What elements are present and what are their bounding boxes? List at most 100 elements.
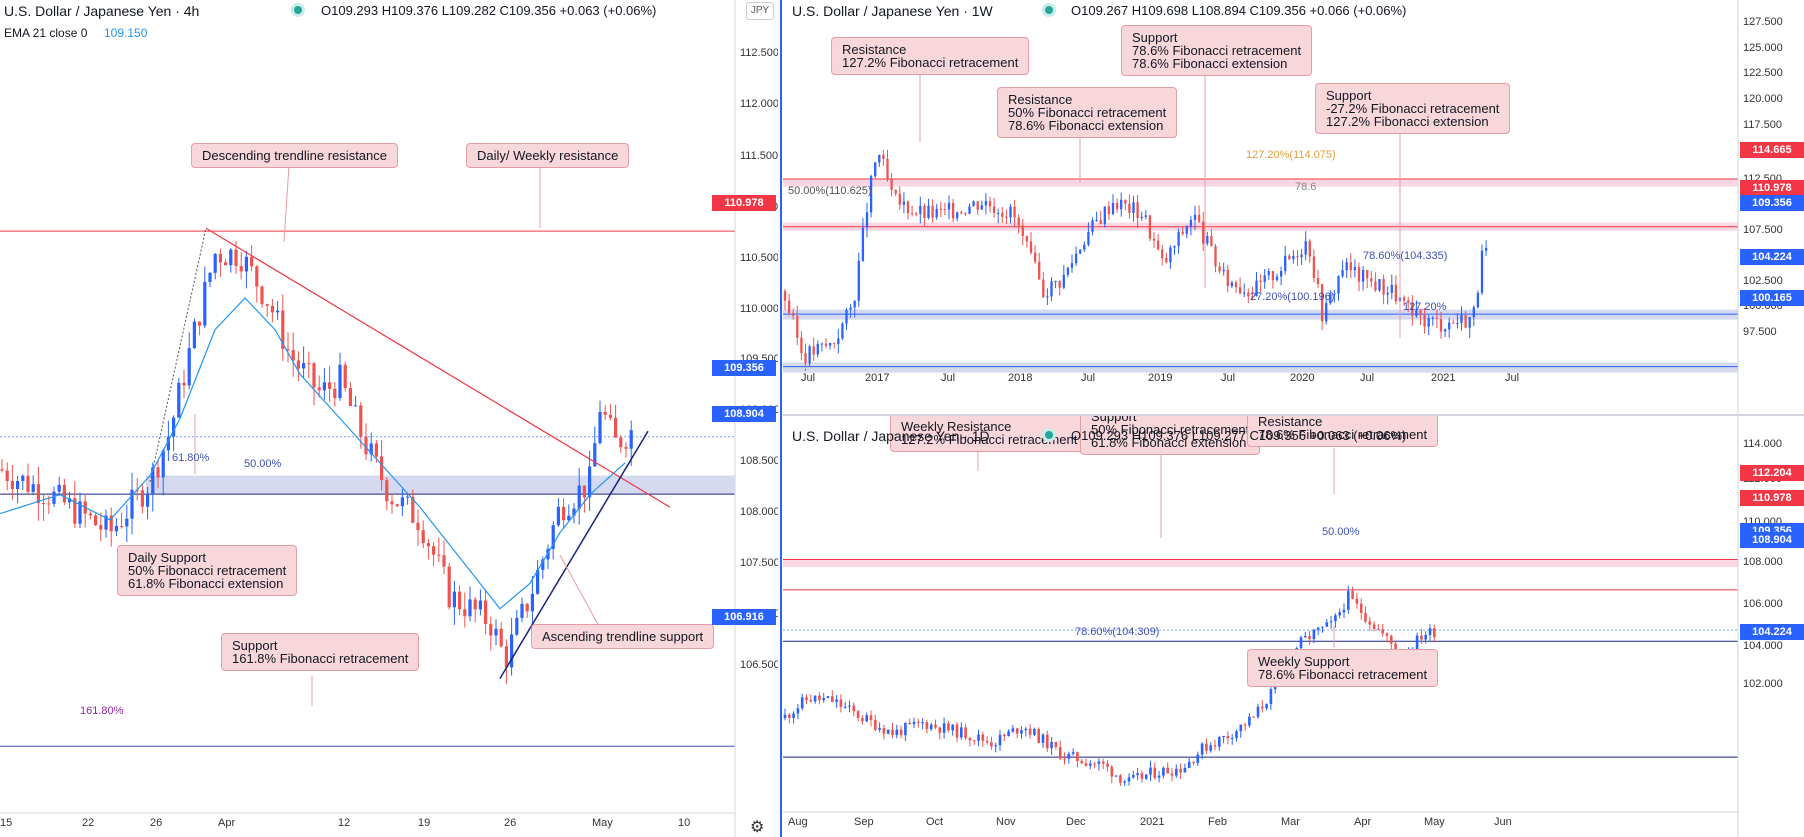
x-tick-label: Nov — [996, 816, 1016, 828]
chart-pane-1d[interactable]: 50.00% 78.60%(104.309) U.S. Dollar / Japa… — [783, 416, 1804, 837]
candle-body — [250, 256, 254, 267]
chart-pane-1w[interactable]: 127.20%(114.075) 50.00%(110.625) 78.6 78.60… — [783, 0, 1804, 414]
candle-body — [187, 348, 191, 386]
candle-body — [302, 363, 306, 369]
annotation-line: 78.6% Fibonacci extension — [1008, 118, 1164, 133]
candle-body — [878, 154, 881, 163]
candle-body — [947, 202, 951, 210]
candle-body — [1351, 591, 1354, 599]
candle-body — [1206, 236, 1209, 244]
x-tick-label: Jun — [1494, 816, 1512, 828]
annotation-line: 127.2% Fibonacci retracement — [842, 55, 1019, 70]
candle-body — [1028, 728, 1032, 735]
x-tick-label: 26 — [150, 817, 163, 829]
candle-body — [878, 728, 881, 730]
chart-pane-4h[interactable]: 61.80% 50.00% 161.80% U.S. Dollar / Japane… — [0, 0, 778, 837]
candle-body — [904, 722, 907, 736]
candle-body — [1411, 303, 1414, 316]
chart-title: U.S. Dollar / Japanese Yen · 4h — [4, 3, 200, 19]
candle-body — [1259, 280, 1262, 282]
resistance-zone — [783, 559, 1738, 568]
candle-body — [927, 205, 930, 219]
support-zone — [783, 309, 1738, 320]
candle-body — [1161, 249, 1164, 258]
candle-body — [1007, 731, 1010, 737]
x-tick-label: 2017 — [865, 372, 890, 384]
annotation-callout: Ascending trendline support — [531, 624, 715, 649]
jpy-button[interactable]: JPY — [746, 2, 774, 20]
x-tick-label: Aug — [788, 816, 808, 828]
candle-body — [260, 286, 264, 305]
candle-body — [1424, 635, 1427, 640]
candle-body — [1080, 761, 1083, 764]
candle-body — [1114, 775, 1118, 777]
candle-body — [848, 705, 851, 707]
candle-body — [1361, 270, 1365, 282]
candle-body — [426, 543, 430, 547]
candle-body — [1261, 706, 1264, 709]
candle-body — [130, 489, 134, 519]
x-tick-label: Jul — [1360, 372, 1375, 384]
annotation-line: 127.2% Fibonacci retracement — [901, 432, 1078, 447]
candle-body — [1089, 763, 1092, 766]
candle-body — [114, 526, 118, 532]
annotation-line: 61.8% Fibonacci extension — [1091, 435, 1247, 450]
candle-body — [385, 480, 389, 502]
x-tick-label: Dec — [1066, 816, 1086, 828]
candle-body — [1197, 214, 1201, 222]
annotation-line: 61.8% Fibonacci extension — [128, 576, 284, 591]
candle-body — [938, 727, 942, 733]
candle-body — [1366, 270, 1369, 279]
candle-body — [1185, 226, 1188, 234]
candle-body — [997, 212, 1000, 214]
candle-body — [520, 603, 524, 618]
candle-body — [1071, 752, 1075, 754]
settings-gear-icon[interactable]: ⚙ — [750, 819, 765, 836]
candle-body — [562, 506, 566, 521]
candle-body — [1183, 767, 1187, 773]
candle-body — [1165, 257, 1168, 263]
pane-divider-vertical[interactable] — [780, 0, 782, 837]
candle-body — [1152, 238, 1156, 241]
candle-body — [489, 623, 493, 636]
candle-body — [1359, 603, 1363, 613]
candle-body — [1402, 297, 1406, 301]
annotation-line: 161.8% Fibonacci retracement — [232, 651, 409, 666]
candle-body — [1218, 737, 1221, 747]
candle-body — [473, 599, 477, 610]
candle-body — [1304, 241, 1307, 255]
candle-body — [845, 309, 848, 324]
candle-body — [886, 159, 889, 180]
chart-4h-canvas[interactable]: 61.80% 50.00% 161.80% — [0, 0, 778, 837]
candle-body — [1153, 767, 1157, 778]
pane-divider-horizontal[interactable] — [783, 414, 1804, 416]
candle-body — [281, 310, 285, 349]
chart-1d-canvas[interactable]: 50.00% 78.60%(104.309) — [783, 416, 1804, 837]
candle-body — [1054, 741, 1058, 748]
candle-body — [1020, 730, 1023, 734]
candle-body — [1243, 292, 1246, 294]
candle-body — [1157, 775, 1161, 778]
candle-body — [182, 382, 186, 386]
candle-body — [1427, 318, 1430, 327]
candle-body — [1390, 635, 1393, 644]
candle-body — [1058, 280, 1061, 288]
candle-body — [447, 566, 451, 608]
candle-body — [234, 249, 238, 267]
candle-body — [1415, 309, 1418, 316]
candle-body — [52, 491, 56, 504]
annotation-callout: Resistance 50% Fibonacci retracement 78.6%… — [997, 87, 1178, 138]
candle-body — [841, 323, 844, 339]
status-dot-icon — [1045, 431, 1053, 439]
candle-body — [73, 498, 77, 524]
candle-body — [939, 208, 942, 210]
fib-label: 127.20%(114.075) — [1246, 149, 1336, 161]
candle-body — [960, 727, 963, 738]
candle-body — [1189, 219, 1193, 227]
candle-body — [629, 430, 633, 449]
candle-body — [1013, 206, 1016, 218]
candle-body — [816, 343, 819, 355]
candle-body — [1329, 621, 1333, 623]
chart-1w-canvas[interactable]: 127.20%(114.075) 50.00%(110.625) 78.6 78.60… — [783, 0, 1804, 414]
candle-body — [865, 715, 868, 722]
